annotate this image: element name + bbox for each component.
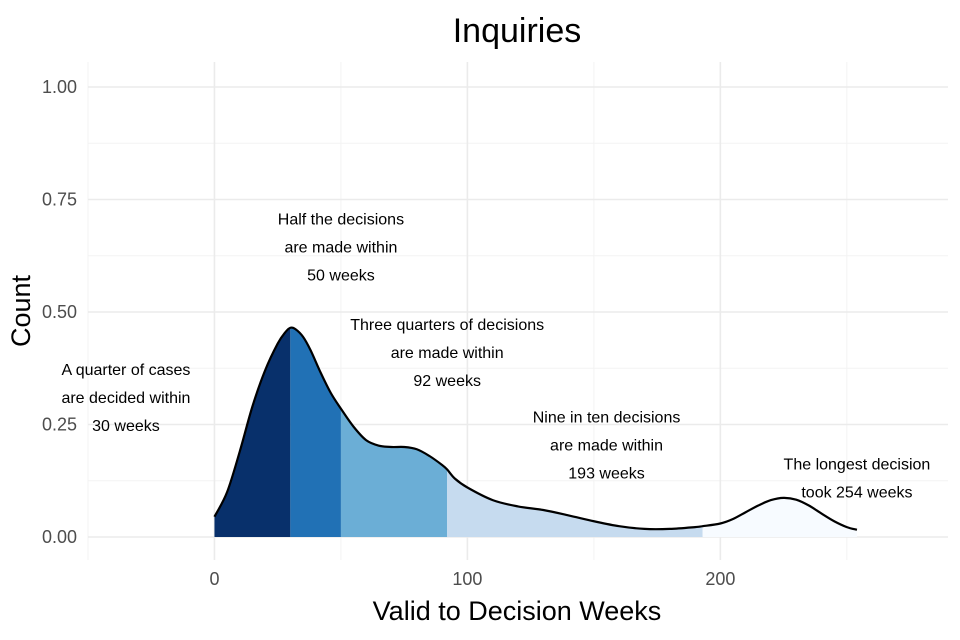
y-axis-title: Count — [6, 274, 36, 347]
annotation-label: A quarter of cases are decided within 30 w… — [61, 362, 190, 435]
annotation-line: A quarter of cases — [61, 362, 190, 379]
y-tick-label: 0.75 — [42, 190, 77, 210]
annotation-line: Three quarters of decisions — [350, 317, 544, 334]
quantile-area — [447, 469, 703, 537]
annotation-line: Half the decisions — [278, 211, 404, 228]
annotation-label: Half the decisions are made within 50 week… — [278, 211, 404, 284]
density-curve-group — [213, 326, 858, 531]
y-tick-label: 0.00 — [42, 527, 77, 547]
annotation-line: took 254 weeks — [801, 485, 912, 502]
annotation-line: 193 weeks — [568, 465, 645, 482]
quantile-area — [290, 327, 341, 537]
x-tick-label: 200 — [705, 569, 735, 589]
quantile-areas — [214, 327, 857, 537]
annotation-line: are made within — [391, 345, 504, 362]
annotation-line: are made within — [550, 437, 663, 454]
x-axis-title: Valid to Decision Weeks — [373, 596, 662, 626]
annotation-line: Nine in ten decisions — [533, 409, 681, 426]
annotation-label: Nine in ten decisions are made within 193 … — [533, 409, 681, 482]
quantile-area — [702, 497, 857, 537]
annotation-line: 92 weeks — [413, 373, 481, 390]
y-tick-label: 1.00 — [42, 77, 77, 97]
y-tick-label: 0.25 — [42, 415, 77, 435]
x-axis-ticks: 0 100 200 — [209, 569, 735, 589]
annotations: A quarter of cases are decided within 30 w… — [61, 211, 930, 501]
quantile-area — [340, 408, 448, 537]
x-tick-label: 100 — [452, 569, 482, 589]
annotation-line: The longest decision — [784, 457, 931, 474]
y-axis-ticks: 0.00 0.25 0.50 0.75 1.00 — [42, 77, 77, 547]
chart-title: Inquiries — [453, 12, 582, 50]
annotation-line: are made within — [284, 239, 397, 256]
annotation-line: 30 weeks — [92, 418, 160, 435]
annotation-line: are decided within — [61, 390, 190, 407]
x-tick-label: 0 — [209, 569, 219, 589]
density-curve — [213, 326, 858, 531]
annotation-label: The longest decision took 254 weeks — [784, 457, 931, 502]
quantile-area — [214, 327, 291, 537]
y-tick-label: 0.50 — [42, 302, 77, 322]
annotation-line: 50 weeks — [307, 267, 375, 284]
annotation-label: Three quarters of decisions are made with… — [350, 317, 544, 390]
